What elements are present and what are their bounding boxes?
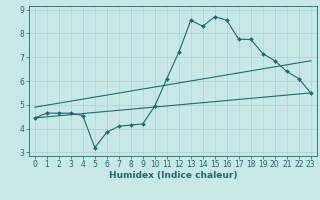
X-axis label: Humidex (Indice chaleur): Humidex (Indice chaleur) [108,171,237,180]
